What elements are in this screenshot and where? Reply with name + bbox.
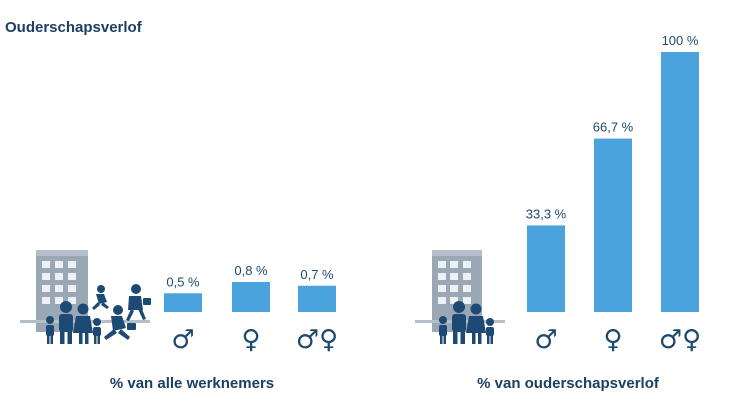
value-label-1-1: 0,5 % [166, 274, 200, 289]
value-label-1-3: 0,7 % [300, 267, 334, 282]
bar-2-2 [594, 138, 632, 312]
bar-1-2 [232, 282, 270, 312]
x-axis-label-1: % van alle werknemers [110, 375, 274, 392]
bar-1-1 [164, 293, 202, 312]
value-label-2-3: 100 % [662, 33, 699, 48]
bar-2-3 [661, 52, 699, 312]
value-label-2-2: 66,7 % [593, 120, 634, 135]
gender-label-2-2: ♀ [603, 325, 622, 355]
bar-2-1 [527, 225, 565, 312]
gender-label-2-1: ♂ [534, 325, 557, 355]
bar-1-3 [298, 285, 336, 312]
x-axis-label-2: % van ouderschapsverlof [477, 375, 660, 392]
value-label-2-1: 33,3 % [526, 206, 567, 221]
value-label-1-2: 0,8 % [234, 263, 268, 278]
bar-charts: 0,5 %♂0,8 %♀0,7 %♂♀% van alle werknemers… [110, 33, 701, 392]
building-family-icon [415, 250, 505, 344]
building-family-commuters-icon [20, 250, 151, 344]
gender-label-2-3: ♂♀ [659, 325, 701, 355]
gender-label-1-1: ♂ [171, 325, 194, 355]
chart-title: Ouderschapsverlof [5, 19, 143, 36]
gender-label-1-2: ♀ [241, 325, 260, 355]
gender-label-1-3: ♂♀ [296, 325, 338, 355]
